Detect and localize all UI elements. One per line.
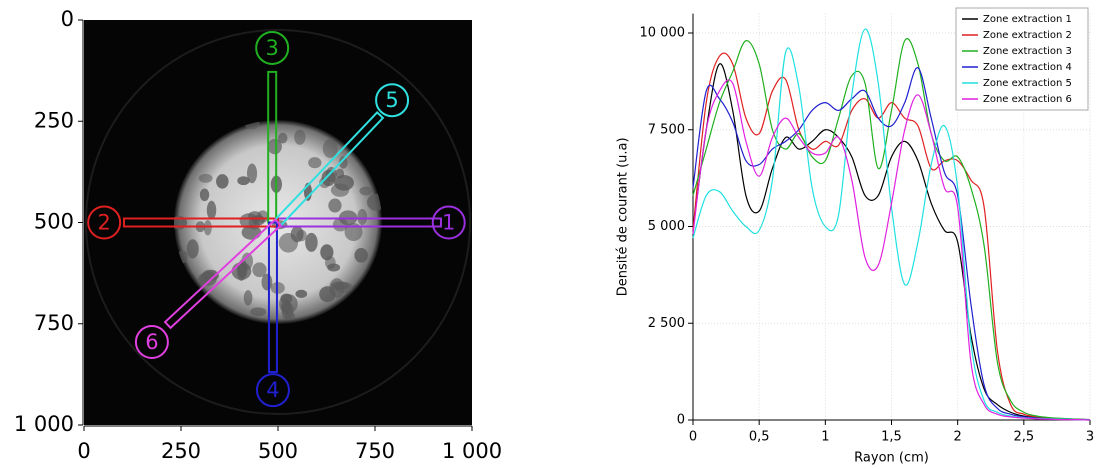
y-tick-label: 750 (34, 311, 74, 335)
zone-label: 4 (266, 378, 279, 402)
zone-marker (255, 373, 290, 408)
zone-marker (134, 324, 169, 359)
zone-marker (375, 83, 410, 118)
legend-label: Zone extraction 5 (983, 78, 1072, 89)
texture-blob (329, 278, 345, 298)
legend-label: Zone extraction 2 (983, 30, 1072, 41)
texture-blob (296, 229, 307, 242)
series-line (692, 38, 1091, 421)
zone-label: 1 (442, 211, 455, 235)
x-tick-label: 2,5 (1013, 430, 1034, 445)
texture-blob (320, 244, 334, 261)
x-tick-label: 3 (1086, 430, 1094, 445)
x-tick-label: 250 (161, 439, 201, 463)
texture-blob (354, 247, 368, 263)
image-ring (85, 29, 471, 415)
texture-blob (328, 198, 342, 213)
y-tick-label: 5 000 (648, 219, 685, 234)
y-tick-label: 10 000 (640, 26, 686, 41)
y-tick-label: 250 (34, 108, 74, 132)
texture-blob (261, 273, 273, 291)
y-tick-label: 500 (34, 210, 74, 234)
texture-blob (206, 200, 217, 220)
x-tick-label: 0 (689, 430, 697, 445)
x-tick-label: 0,5 (749, 430, 770, 445)
zone-marker (87, 205, 122, 240)
zone-label: 2 (97, 211, 110, 235)
zone-band (163, 218, 283, 330)
texture-blob (198, 173, 213, 183)
texture-blob (231, 262, 252, 281)
legend-label: Zone extraction 1 (983, 14, 1072, 25)
zone-band (267, 221, 278, 373)
x-tick-label: 2 (954, 430, 962, 445)
texture-blob (216, 174, 229, 189)
texture-blob (330, 183, 350, 197)
x-axis-label: Rayon (cm) (854, 451, 929, 466)
zone-label: 3 (265, 36, 278, 60)
x-tick-label: 1 (821, 430, 829, 445)
legend-label: Zone extraction 3 (983, 46, 1072, 57)
texture-blob (203, 219, 212, 236)
texture-blob (295, 289, 308, 298)
zone-label: 6 (145, 330, 158, 354)
zone-label: 5 (385, 88, 398, 112)
texture-blob (246, 163, 258, 184)
zone-marker (255, 30, 290, 65)
texture-blob (252, 262, 267, 278)
series-line (692, 63, 1091, 421)
texture-blob (308, 157, 322, 169)
texture-blob (305, 232, 318, 252)
y-tick-label: 1 000 (14, 412, 74, 436)
x-tick-label: 0 (77, 439, 90, 463)
texture-blob (250, 307, 267, 317)
texture-blob (277, 132, 288, 144)
y-tick-label: 2 500 (648, 316, 685, 331)
texture-blob (359, 186, 373, 196)
texture-blob (186, 239, 199, 259)
y-axis-label: Densité de courant (u.a) (616, 137, 631, 296)
texture-blob (294, 129, 306, 145)
series-line (692, 67, 1091, 421)
legend-label: Zone extraction 4 (983, 62, 1072, 73)
y-tick-label: 0 (677, 413, 685, 428)
x-tick-label: 1 000 (442, 439, 502, 463)
series-line (692, 52, 1091, 421)
texture-blob (322, 139, 338, 159)
texture-blob (197, 273, 209, 286)
texture-blob (319, 177, 331, 189)
x-tick-label: 1,5 (881, 430, 902, 445)
texture-blob (267, 138, 282, 155)
y-tick-label: 7 500 (648, 122, 685, 137)
texture-blob (237, 176, 250, 186)
texture-blob (335, 168, 345, 179)
legend-box (955, 7, 1089, 111)
y-tick-label: 0 (61, 7, 74, 31)
x-tick-label: 500 (258, 439, 298, 463)
texture-blob (279, 294, 298, 314)
series-line (692, 79, 1091, 421)
texture-blob (339, 156, 348, 169)
texture-blob (357, 208, 368, 226)
zone-marker (431, 205, 466, 240)
legend-label: Zone extraction 6 (983, 94, 1072, 105)
texture-blob (199, 188, 210, 202)
texture-blob (243, 290, 253, 306)
x-tick-label: 750 (355, 439, 395, 463)
